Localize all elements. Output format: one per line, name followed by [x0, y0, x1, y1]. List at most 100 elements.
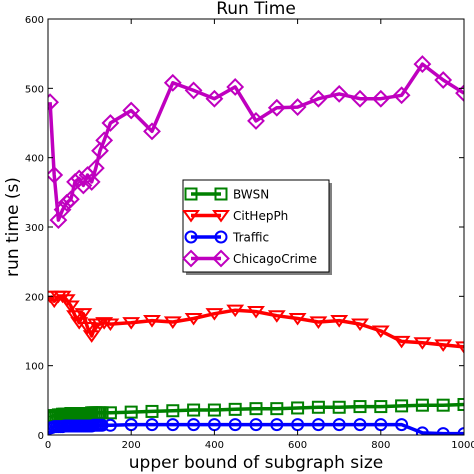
- legend-marker-chicagocrime: [212, 249, 230, 268]
- data-point-cithepph: [226, 304, 245, 318]
- data-point-chicagocrime: [413, 55, 432, 73]
- data-point-cithepph: [288, 312, 307, 326]
- data-point-bwsn: [145, 404, 159, 418]
- data-point-cithepph: [371, 325, 390, 338]
- data-point-cithepph: [413, 337, 432, 350]
- data-point-chicagocrime: [434, 71, 453, 89]
- data-point-traffic: [457, 427, 464, 435]
- legend-marker-traffic: [214, 230, 228, 244]
- data-point-chicagocrime: [48, 93, 59, 112]
- data-point-traffic: [395, 418, 409, 432]
- x-tick-label: 0: [45, 440, 51, 451]
- data-point-chicagocrime: [122, 101, 141, 120]
- x-tick-label: 600: [288, 440, 307, 451]
- data-point-bwsn: [353, 400, 367, 414]
- data-point-chicagocrime: [351, 89, 369, 108]
- data-point-bwsn: [311, 400, 325, 414]
- series-layer: [48, 55, 464, 435]
- data-point-chicagocrime: [48, 166, 64, 184]
- data-point-traffic: [95, 418, 109, 432]
- data-point-chicagocrime: [53, 200, 72, 219]
- data-point-bwsn: [415, 398, 429, 412]
- data-point-cithepph: [101, 318, 120, 332]
- data-point-chicagocrime: [184, 81, 203, 100]
- y-tick-label: 600: [25, 15, 44, 26]
- series-cithepph: [48, 290, 464, 354]
- legend-label-chicagocrime: ChicagoCrime: [233, 252, 317, 266]
- data-point-chicagocrime: [57, 193, 76, 212]
- y-tick-label: 300: [25, 223, 44, 234]
- data-point-bwsn: [103, 406, 117, 420]
- data-point-cithepph: [61, 300, 80, 314]
- data-point-chicagocrime: [309, 89, 328, 108]
- data-point-chicagocrime: [205, 89, 224, 108]
- legend-label-cithepph: CitHepPh: [233, 209, 288, 223]
- data-point-chicagocrime: [82, 173, 101, 191]
- data-point-chicagocrime: [61, 190, 80, 209]
- series-bwsn: [48, 397, 464, 425]
- data-point-chicagocrime: [371, 89, 390, 108]
- data-point-cithepph: [455, 341, 464, 354]
- data-point-cithepph: [143, 315, 161, 328]
- data-point-cithepph: [205, 308, 224, 321]
- data-point-bwsn: [228, 402, 242, 416]
- legend-marker-chicagocrime: [182, 249, 200, 268]
- chart-title: Run Time: [216, 0, 296, 19]
- data-point-bwsn: [291, 401, 305, 415]
- data-point-chicagocrime: [226, 78, 245, 96]
- x-tick-label: 800: [371, 440, 390, 451]
- legend-marker-bwsn: [214, 187, 228, 201]
- data-point-traffic: [270, 418, 284, 432]
- data-point-chicagocrime: [247, 112, 265, 130]
- data-point-chicagocrime: [455, 84, 464, 103]
- data-point-traffic: [332, 418, 346, 432]
- data-point-cithepph: [267, 310, 286, 323]
- data-point-cithepph: [247, 306, 265, 319]
- data-point-bwsn: [166, 404, 180, 418]
- y-axis-label: run time (s): [3, 177, 23, 277]
- series-line-cithepph: [48, 294, 464, 349]
- data-point-chicagocrime: [70, 169, 89, 188]
- data-point-cithepph: [95, 317, 114, 330]
- data-point-bwsn: [207, 403, 221, 417]
- data-point-traffic: [166, 418, 180, 432]
- legend-label-bwsn: BWSN: [233, 188, 269, 202]
- data-point-cithepph: [392, 335, 411, 349]
- data-point-cithepph: [53, 290, 72, 304]
- data-point-bwsn: [270, 402, 284, 416]
- data-point-chicagocrime: [330, 84, 349, 103]
- data-point-traffic: [145, 418, 159, 432]
- series-traffic: [48, 418, 464, 435]
- data-point-cithepph: [163, 316, 182, 329]
- legend-marker-bwsn: [184, 187, 198, 201]
- legend-marker-cithepph: [182, 209, 200, 223]
- data-point-chicagocrime: [267, 98, 286, 117]
- data-point-chicagocrime: [86, 159, 105, 177]
- data-point-traffic: [103, 418, 117, 432]
- series-chicagocrime: [48, 55, 464, 229]
- data-point-traffic: [228, 418, 242, 432]
- data-point-chicagocrime: [101, 114, 120, 132]
- ticks-layer: 0 200 400 600 800 1000 0 100 200 300 400 500 600: [25, 15, 474, 451]
- x-tick-label: 200: [122, 440, 141, 451]
- data-point-traffic: [415, 426, 429, 435]
- data-point-chicagocrime: [163, 73, 182, 92]
- data-point-cithepph: [66, 310, 84, 323]
- data-point-bwsn: [395, 399, 409, 413]
- y-tick-label: 100: [25, 362, 44, 373]
- data-point-cithepph: [57, 294, 76, 307]
- legend-entry-traffic: Traffic: [184, 230, 269, 245]
- data-point-traffic: [311, 418, 325, 432]
- data-point-traffic: [249, 418, 263, 432]
- data-point-cithepph: [122, 317, 141, 330]
- data-point-chicagocrime: [95, 131, 114, 150]
- y-tick-label: 0: [38, 431, 44, 442]
- y-tick-label: 400: [25, 154, 44, 165]
- data-point-cithepph: [184, 312, 203, 326]
- legend-marker-cithepph: [212, 209, 230, 223]
- x-tick-label: 1000: [451, 440, 474, 451]
- data-point-cithepph: [330, 315, 349, 328]
- data-point-bwsn: [124, 405, 138, 419]
- x-tick-label: 400: [205, 440, 224, 451]
